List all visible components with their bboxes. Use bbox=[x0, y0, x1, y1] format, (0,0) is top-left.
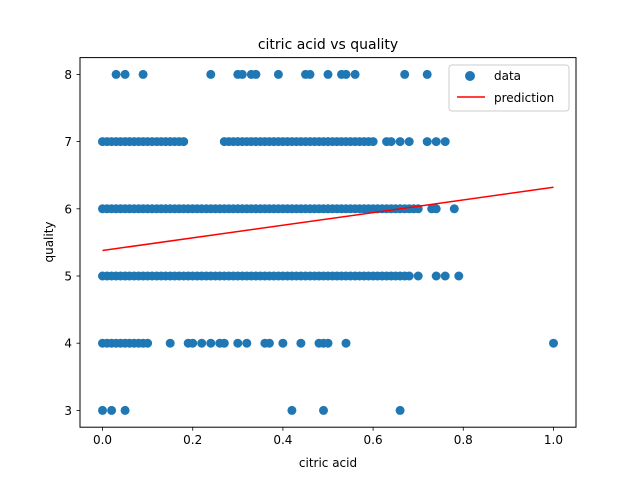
data-point bbox=[287, 405, 297, 415]
data-point bbox=[431, 271, 441, 281]
data-point bbox=[422, 69, 432, 79]
data-point bbox=[319, 405, 328, 415]
data-point bbox=[341, 69, 351, 79]
data-point bbox=[165, 338, 175, 348]
data-point bbox=[549, 338, 558, 348]
scatter-points bbox=[98, 69, 558, 415]
data-point bbox=[264, 338, 274, 348]
data-point bbox=[98, 405, 107, 415]
data-point bbox=[323, 69, 333, 79]
data-point bbox=[278, 338, 288, 348]
x-tick-label: 0.2 bbox=[183, 433, 202, 447]
data-point bbox=[305, 69, 315, 79]
legend-label-prediction: prediction bbox=[494, 91, 554, 105]
data-point bbox=[273, 69, 283, 79]
data-point bbox=[395, 405, 405, 415]
data-point bbox=[386, 137, 396, 147]
data-point bbox=[440, 137, 450, 147]
data-point bbox=[111, 69, 121, 79]
data-point bbox=[120, 69, 130, 79]
x-axis-label: citric acid bbox=[299, 456, 357, 470]
prediction-line bbox=[102, 186, 554, 252]
data-point bbox=[188, 338, 198, 348]
data-point bbox=[440, 271, 450, 281]
data-point bbox=[413, 271, 423, 281]
data-point bbox=[323, 338, 333, 348]
data-point bbox=[237, 69, 247, 79]
y-tick-label: 3 bbox=[64, 404, 72, 418]
x-tick-label: 0.8 bbox=[454, 433, 473, 447]
prediction-line-group bbox=[102, 186, 554, 252]
data-point bbox=[296, 338, 306, 348]
data-point bbox=[143, 338, 153, 348]
legend: data prediction bbox=[448, 64, 570, 112]
data-point bbox=[422, 137, 432, 147]
data-point bbox=[395, 137, 405, 147]
data-point bbox=[341, 338, 351, 348]
data-point bbox=[350, 69, 360, 79]
data-point bbox=[233, 338, 243, 348]
x-tick-label: 0.6 bbox=[364, 433, 383, 447]
data-point bbox=[206, 69, 216, 79]
y-tick-label: 6 bbox=[64, 202, 72, 216]
data-point bbox=[242, 338, 252, 348]
data-point bbox=[454, 271, 464, 281]
y-axis-label: quality bbox=[42, 221, 56, 262]
legend-data-marker bbox=[465, 71, 475, 81]
data-point bbox=[219, 338, 229, 348]
data-point bbox=[431, 204, 441, 214]
data-point bbox=[368, 137, 378, 147]
legend-label-data: data bbox=[494, 69, 521, 83]
data-point bbox=[431, 137, 441, 147]
data-point bbox=[400, 69, 410, 79]
data-point bbox=[179, 137, 189, 147]
x-tick-label: 1.0 bbox=[544, 433, 563, 447]
y-tick-label: 8 bbox=[64, 68, 72, 82]
y-axis: 3 4 5 6 7 8 bbox=[64, 68, 80, 418]
data-point bbox=[138, 69, 148, 79]
chart-title: citric acid vs quality bbox=[258, 37, 398, 53]
data-point bbox=[404, 271, 414, 281]
y-tick-label: 4 bbox=[64, 337, 72, 351]
data-point bbox=[404, 137, 414, 147]
data-point bbox=[197, 338, 207, 348]
x-tick-label: 0.0 bbox=[93, 433, 112, 447]
data-point bbox=[107, 405, 117, 415]
plot-frame bbox=[79, 57, 577, 428]
y-tick-label: 7 bbox=[64, 135, 72, 149]
data-point bbox=[120, 405, 130, 415]
data-point bbox=[449, 204, 459, 214]
x-axis: 0.0 0.2 0.4 0.6 0.8 1.0 bbox=[93, 427, 563, 447]
data-point bbox=[251, 69, 261, 79]
data-point bbox=[206, 338, 216, 348]
y-tick-label: 5 bbox=[64, 270, 72, 284]
x-tick-label: 0.4 bbox=[273, 433, 292, 447]
legend-box bbox=[448, 64, 570, 112]
